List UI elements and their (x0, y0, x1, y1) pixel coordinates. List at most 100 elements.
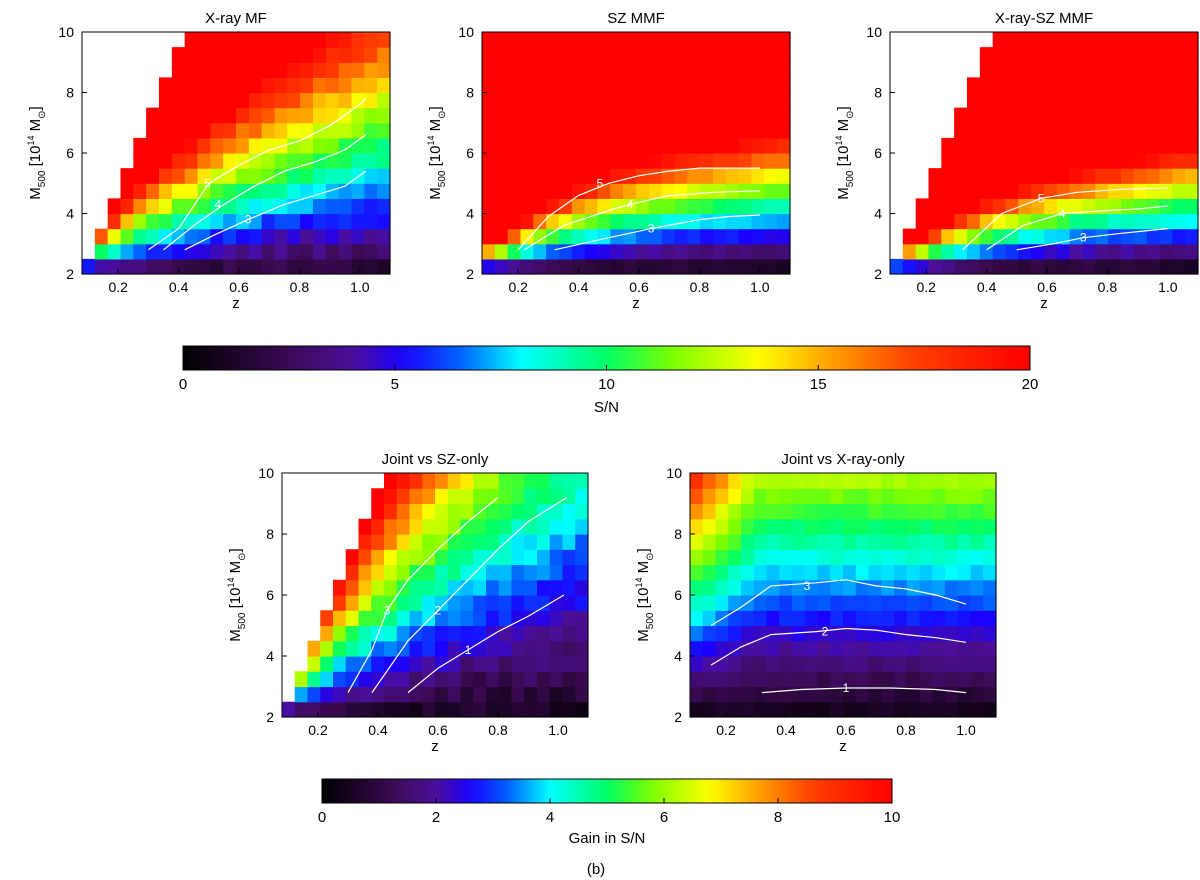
heatmap-cell (1069, 228, 1084, 245)
heatmap-cell (1069, 47, 1084, 63)
heatmap-cell (197, 168, 211, 184)
heatmap-cell (1056, 62, 1071, 78)
heatmap-cell (648, 258, 663, 275)
heatmap-cell (435, 625, 449, 642)
heatmap-cell (384, 701, 398, 718)
heatmap-cell (364, 122, 378, 139)
heatmap-cell (636, 228, 650, 245)
heatmap-cell (1172, 258, 1186, 275)
heatmap-cell (133, 243, 147, 260)
heatmap-cell (992, 153, 1007, 169)
y-tick-label: 2 (466, 266, 474, 282)
heatmap-cell (713, 243, 727, 260)
heatmap-cell (855, 549, 870, 566)
heatmap-cell (358, 625, 372, 642)
heatmap-cell (817, 610, 831, 627)
heatmap-cell (700, 168, 714, 184)
heatmap-cell (396, 701, 411, 718)
heatmap-cell (1133, 32, 1148, 48)
heatmap-cell (728, 473, 742, 489)
heatmap-cell (766, 595, 780, 611)
contour-label: 4 (1059, 207, 1066, 221)
heatmap-cell (1082, 122, 1096, 139)
heatmap-cell (261, 122, 276, 139)
heatmap-cell (575, 610, 589, 627)
heatmap-cell (520, 77, 534, 94)
x-tick-label: 0.4 (368, 722, 388, 738)
heatmap-cell (967, 258, 981, 275)
heatmap-cell (171, 243, 186, 260)
heatmap-cell (738, 198, 753, 215)
heatmap-cell (804, 701, 819, 718)
heatmap-cell (248, 92, 263, 109)
heatmap-cell (546, 92, 560, 109)
heatmap-cell (728, 701, 742, 718)
heatmap-cell (1031, 32, 1045, 48)
heatmap-cell (345, 656, 360, 672)
heatmap-cell (1121, 153, 1135, 169)
heatmap-cell (549, 671, 564, 688)
heatmap-cell (868, 549, 882, 566)
heatmap-cell (396, 595, 411, 611)
contour-line-5 (517, 167, 760, 251)
panel-title: Joint vs X-ray-only (781, 451, 905, 468)
heatmap-cell (533, 168, 547, 184)
x-tick-label: 0.8 (1098, 279, 1118, 295)
colorbar-tick-label: 5 (391, 376, 399, 393)
heatmap-cell (610, 92, 624, 109)
heatmap-cell (210, 243, 224, 260)
heatmap-cell (855, 625, 870, 642)
heatmap-cell (766, 579, 780, 596)
heatmap-cell (377, 122, 391, 139)
heatmap-cell (687, 258, 701, 275)
heatmap-cell (970, 625, 984, 642)
heatmap-cell (804, 503, 819, 520)
heatmap-cell (261, 47, 276, 63)
heatmap-cell (351, 47, 365, 63)
colorbar-1: 0 5 10 15 20S/N (179, 345, 1038, 416)
heatmap-cell (248, 32, 263, 48)
heatmap-cell (333, 625, 347, 642)
heatmap-cell (494, 198, 509, 215)
heatmap-cell (533, 213, 547, 230)
heatmap-cell (894, 686, 908, 703)
heatmap-cell (338, 137, 353, 154)
heatmap-cell (855, 671, 870, 688)
heatmap-cell (371, 595, 385, 611)
heatmap-cell (661, 47, 676, 63)
heatmap-cell (494, 92, 509, 109)
colorbar-label: S/N (594, 399, 619, 416)
heatmap-cell (702, 595, 717, 611)
heatmap-cell (1031, 137, 1045, 154)
heatmap-cell (320, 656, 334, 672)
heatmap-cell (957, 701, 972, 718)
heatmap-cell (325, 168, 340, 184)
heatmap-cell (992, 77, 1007, 94)
heatmap-cell (274, 243, 288, 260)
heatmap-cell (713, 198, 727, 215)
heatmap-cell (610, 62, 624, 78)
heatmap-cell (928, 213, 942, 230)
heatmap-cell (751, 32, 765, 48)
heatmap-cell (1005, 32, 1019, 48)
heatmap-cell (610, 243, 624, 260)
heatmap-cell (957, 518, 972, 535)
heatmap-cell (549, 595, 564, 611)
x-tick-label: 1.0 (548, 722, 568, 738)
heatmap-cell (107, 258, 122, 275)
heatmap-cell (597, 32, 611, 48)
heatmap-cell (648, 213, 663, 230)
heatmap-cell (764, 183, 778, 199)
heatmap-cell (764, 62, 778, 78)
heatmap-cell (738, 122, 753, 139)
colorbar-tick-label: 4 (546, 809, 554, 826)
heatmap-cell (970, 686, 984, 703)
heatmap-cell (351, 183, 365, 199)
contour-label: 4 (215, 197, 222, 211)
heatmap-cell (473, 534, 487, 550)
heatmap-cell (482, 183, 496, 199)
heatmap-cell (868, 686, 882, 703)
heatmap-cell (575, 656, 589, 672)
heatmap-cell (932, 473, 946, 489)
heatmap-cell (435, 595, 449, 611)
